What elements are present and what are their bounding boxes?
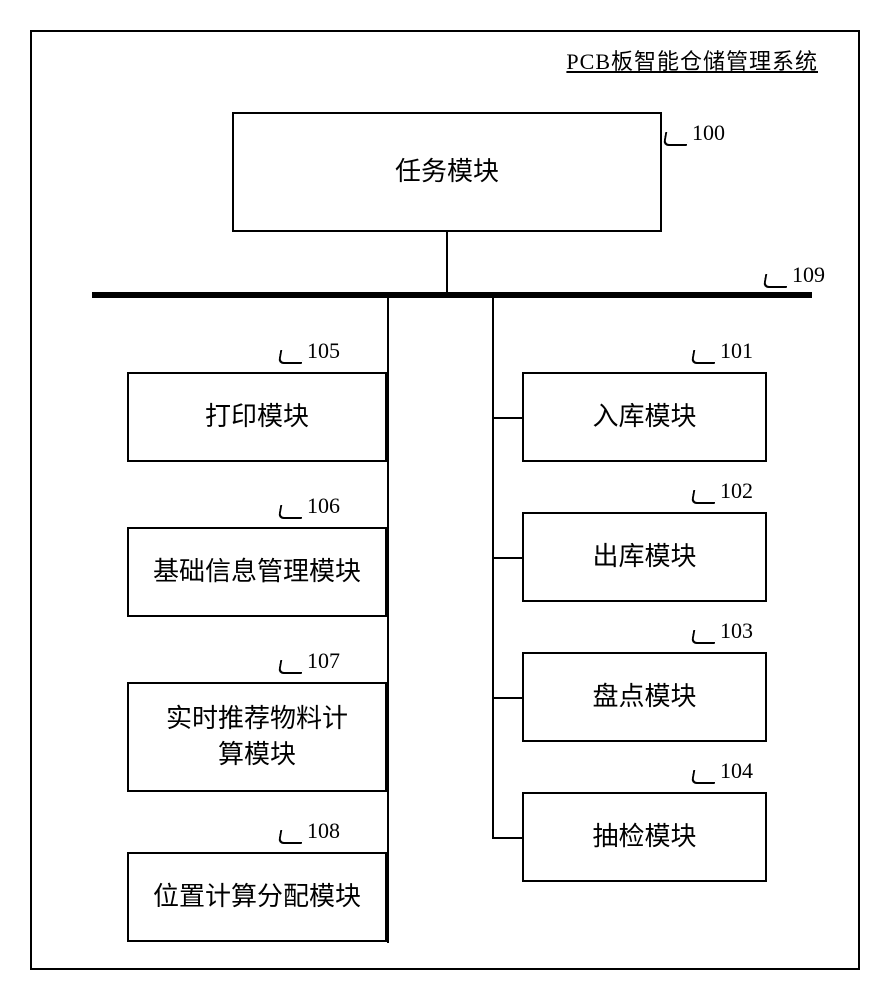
node-inbound-module: 入库模块 (522, 372, 767, 462)
node-label: 位置计算分配模块 (153, 879, 361, 915)
ref-100: 100 (692, 120, 725, 146)
hstub (492, 417, 522, 419)
ref-101: 101 (720, 338, 753, 364)
node-sampling-module: 抽检模块 (522, 792, 767, 882)
ref-tick (763, 274, 789, 288)
node-label: 抽检模块 (592, 819, 696, 855)
ref-tick (691, 350, 717, 364)
ref-tick (691, 490, 717, 504)
ref-tick (278, 830, 304, 844)
node-label: 打印模块 (205, 399, 309, 435)
node-label: 入库模块 (592, 399, 696, 435)
ref-104: 104 (720, 758, 753, 784)
connector-line (446, 232, 448, 292)
node-label: 实时推荐物料计 算模块 (166, 701, 348, 774)
ref-tick (278, 660, 304, 674)
node-task-module: 任务模块 (232, 112, 662, 232)
node-position-calc-module: 位置计算分配模块 (127, 852, 387, 942)
connector-line (387, 298, 389, 943)
node-label: 基础信息管理模块 (153, 554, 361, 590)
ref-tick (278, 505, 304, 519)
ref-tick (691, 630, 717, 644)
node-label: 任务模块 (395, 154, 499, 190)
ref-tick (663, 132, 689, 146)
ref-106: 106 (307, 493, 340, 519)
connector-line (492, 298, 494, 838)
ref-107: 107 (307, 648, 340, 674)
node-label: 盘点模块 (592, 679, 696, 715)
node-realtime-material-module: 实时推荐物料计 算模块 (127, 682, 387, 792)
ref-105: 105 (307, 338, 340, 364)
diagram-title: PCB板智能仓储管理系统 (566, 44, 818, 76)
outer-frame: PCB板智能仓储管理系统 任务模块 100 109 打印模块 105 基础信息管… (30, 30, 860, 970)
bus-bar (92, 292, 812, 298)
node-print-module: 打印模块 (127, 372, 387, 462)
ref-103: 103 (720, 618, 753, 644)
hstub (492, 557, 522, 559)
node-outbound-module: 出库模块 (522, 512, 767, 602)
ref-tick (691, 770, 717, 784)
hstub (492, 837, 522, 839)
ref-102: 102 (720, 478, 753, 504)
node-label: 出库模块 (592, 539, 696, 575)
node-inventory-module: 盘点模块 (522, 652, 767, 742)
node-basic-info-module: 基础信息管理模块 (127, 527, 387, 617)
ref-tick (278, 350, 304, 364)
hstub (492, 697, 522, 699)
ref-108: 108 (307, 818, 340, 844)
ref-109: 109 (792, 262, 825, 288)
